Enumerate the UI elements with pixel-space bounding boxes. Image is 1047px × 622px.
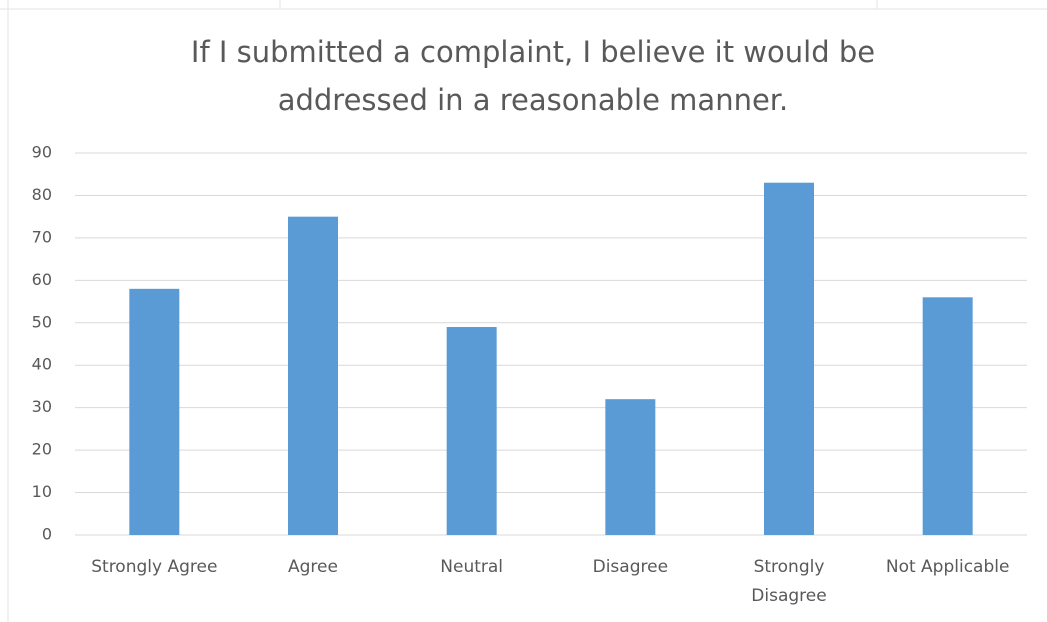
y-tick-label: 60 [32, 270, 52, 289]
chart-title: If I submitted a complaint, I believe it… [190, 35, 876, 117]
x-tick-label: Not Applicable [885, 557, 1010, 577]
y-tick-label: 30 [32, 397, 52, 416]
bar [764, 182, 814, 535]
bar [922, 297, 973, 535]
bar [129, 288, 180, 535]
x-tick-label: Strongly Disagree [751, 557, 827, 606]
x-tick-label: Agree [288, 557, 338, 577]
bar [288, 216, 338, 535]
y-tick-label: 80 [32, 185, 52, 204]
y-tick-label: 90 [32, 143, 52, 162]
y-tick-label: 10 [32, 482, 52, 501]
x-tick-label: Neutral [440, 557, 504, 577]
y-tick-label: 40 [32, 355, 52, 374]
y-tick-label: 20 [32, 440, 52, 459]
bar [446, 327, 497, 535]
y-tick-label: 0 [42, 525, 52, 544]
y-tick-label: 70 [32, 227, 52, 246]
x-tick-label: Disagree [592, 557, 669, 577]
bar [605, 399, 656, 535]
y-tick-label: 50 [32, 312, 52, 331]
x-tick-label: Strongly Agree [91, 557, 218, 577]
